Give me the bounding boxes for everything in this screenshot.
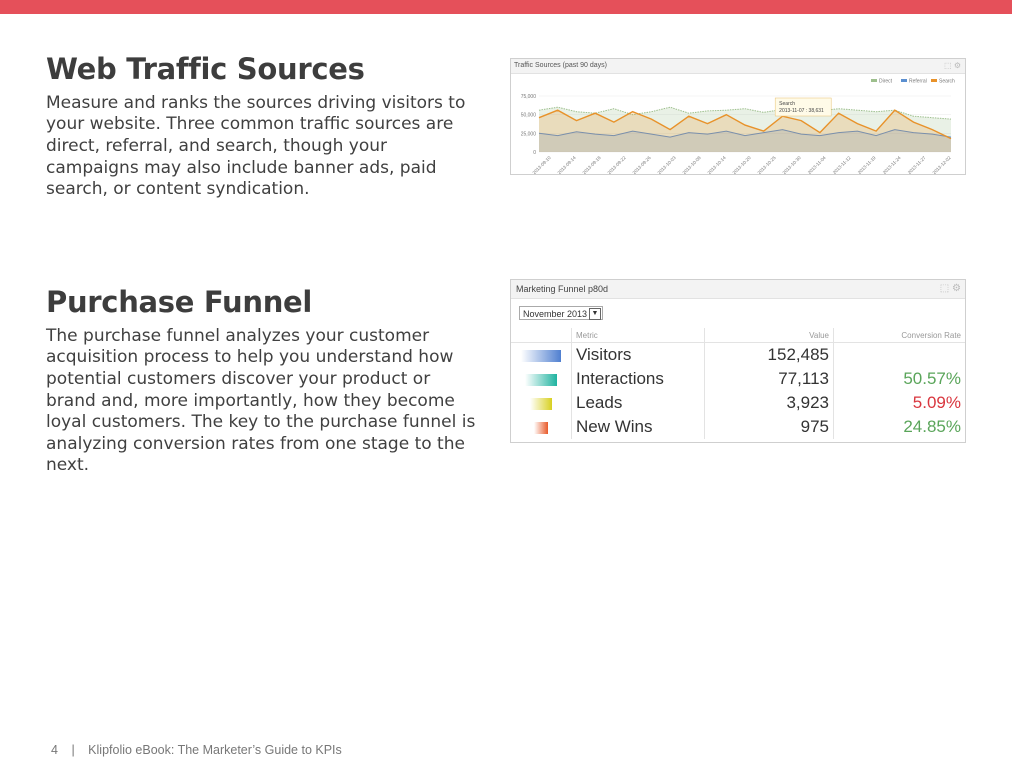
x-tick-label: 2013-10-30 [782,155,802,174]
funnel-metric: Visitors [571,342,705,367]
funnel-bar [534,421,548,434]
funnel-rate: 50.57% [903,369,961,388]
x-tick-label: 2013-09-10 [532,155,552,174]
series-area-referral [539,129,951,152]
funnel-widget: Marketing Funnel p80d ⬚ ⚙ November 2013 … [510,279,966,443]
funnel-metric: New Wins [571,415,705,439]
legend-swatch [931,79,937,82]
series-line-direct [538,106,952,120]
chart-tooltip-box [774,97,832,117]
legend-label: Referral [909,79,927,85]
traffic-widget-header: Traffic Sources (past 90 days) ⬚ ⚙ [511,59,965,74]
x-tick-label: 2013-11-19 [857,155,877,174]
legend-swatch [901,79,907,82]
chart-tooltip-value: 2013-11-07 : 38,631 [779,108,824,114]
footer: 4 | Klipfolio eBook: The Marketer’s Guid… [51,743,352,757]
dropdown-arrow-icon[interactable]: ▼ [589,308,601,320]
y-tick-label: 75,000 [521,94,537,100]
funnel-value: 975 [704,415,834,439]
x-tick-label: 2013-11-27 [907,155,927,174]
x-tick-label: 2013-09-26 [632,155,652,174]
funnel-row: Visitors 152,485 [511,342,966,368]
funnel-widget-header: Marketing Funnel p80d ⬚ ⚙ [511,280,965,299]
funnel-value: 3,923 [704,391,834,415]
footer-title: Klipfolio eBook: The Marketer’s Guide to… [88,743,342,757]
x-tick-label: 2013-12-02 [932,155,952,174]
funnel-metric: Leads [571,391,705,415]
series-line-referral [538,129,952,138]
funnel-widget-title: Marketing Funnel p80d [516,284,609,294]
y-tick-label: 25,000 [521,131,537,137]
funnel-rate: 24.85% [903,417,961,436]
traffic-body: Measure and ranks the sources driving vi… [46,92,466,200]
page-number: 4 [51,743,58,757]
x-tick-label: 2013-11-04 [807,155,827,174]
x-tick-label: 2013-11-12 [832,155,852,174]
x-tick-label: 2013-10-20 [732,155,752,174]
funnel-bar-cell [511,342,572,367]
x-tick-label: 2013-09-22 [607,155,627,174]
top-accent-bar [0,0,1012,14]
x-tick-label: 2013-10-14 [707,155,727,174]
funnel-bar-cell [511,391,572,415]
value-header: Value [704,328,834,343]
traffic-widget: Traffic Sources (past 90 days) ⬚ ⚙ 75,00… [510,58,966,175]
x-tick-label: 2013-10-08 [682,155,702,174]
funnel-heading: Purchase Funnel [46,285,313,319]
funnel-bar [521,349,561,362]
funnel-row: New Wins 975 24.85% [511,415,965,439]
month-select[interactable]: November 2013 ▼ [519,306,603,320]
funnel-bar-cell [511,367,572,391]
funnel-section: Purchase Funnel The purchase funnel anal… [46,285,478,477]
funnel-value: 77,113 [704,367,834,391]
legend-label: Direct [879,79,893,85]
widget-tools-icon[interactable]: ⬚ ⚙ [939,283,961,294]
funnel-metric: Interactions [571,367,705,391]
traffic-heading: Web Traffic Sources [46,52,365,86]
funnel-value: 152,485 [704,342,834,367]
legend-swatch [871,79,877,82]
funnel-bar [525,373,557,386]
funnel-row: Interactions 77,113 50.57% [511,367,965,391]
series-line-search [538,109,952,140]
x-tick-label: 2013-09-18 [582,155,602,174]
month-select-value: November 2013 [523,309,588,319]
chart-tooltip-series: Search [779,101,795,107]
traffic-section: Web Traffic Sources Measure and ranks th… [46,52,478,201]
funnel-body: The purchase funnel analyzes your custom… [46,325,476,476]
funnel-bar [530,397,552,410]
widget-tools-icon[interactable]: ⬚ ⚙ [944,61,961,70]
y-tick-label: 0 [533,150,536,156]
funnel-bar-cell [511,415,572,439]
x-tick-label: 2013-11-24 [882,155,902,174]
x-tick-label: 2013-10-03 [657,155,677,174]
x-tick-label: 2013-10-25 [757,155,777,174]
traffic-widget-title: Traffic Sources (past 90 days) [514,62,607,69]
metric-header: Metric [571,328,705,343]
rate-header: Conversion Rate [833,328,965,343]
funnel-rate: 5.09% [912,393,961,412]
series-area-search [539,110,951,152]
legend-label: Search [939,79,955,85]
footer-separator: | [71,743,75,757]
y-tick-label: 50,000 [521,113,537,119]
x-tick-label: 2013-09-14 [557,155,577,174]
funnel-rate [834,343,966,368]
funnel-table: Metric Value Conversion Rate Visitors 152… [511,328,965,439]
funnel-row: Leads 3,923 5.09% [511,391,965,415]
